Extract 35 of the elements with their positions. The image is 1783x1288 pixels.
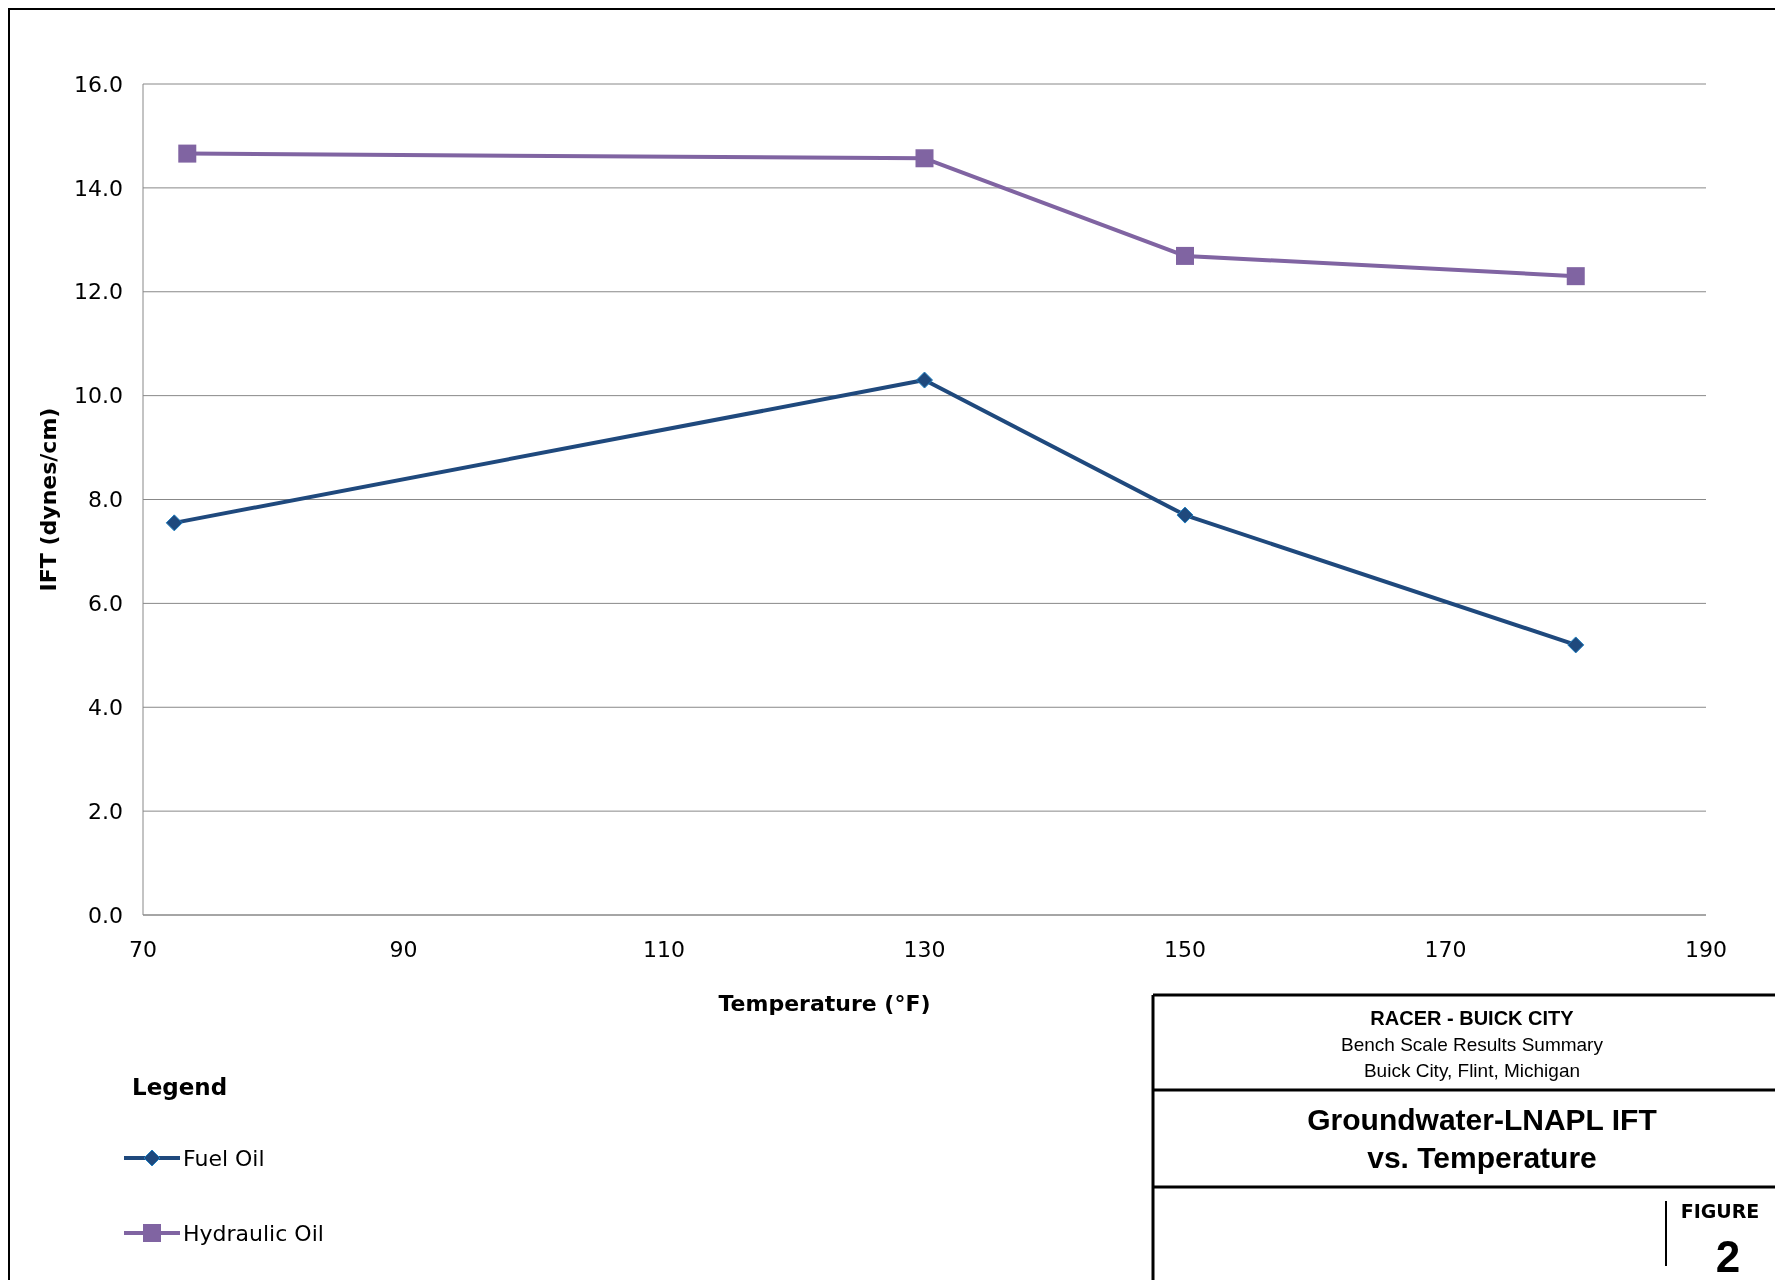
y-tick-label: 14.0 <box>74 175 123 201</box>
y-tick-label: 10.0 <box>74 383 123 409</box>
y-tick-label: 6.0 <box>88 591 123 617</box>
point <box>915 149 934 168</box>
x-tick-label: 130 <box>903 937 946 962</box>
legend-label: Hydraulic Oil <box>183 1220 324 1246</box>
x-axis-title: Temperature (°F) <box>718 991 931 1016</box>
text: Buick City, Flint, Michigan <box>1363 1060 1581 1081</box>
text: FIGURE <box>1680 1200 1760 1222</box>
x-tick-label: 70 <box>129 937 157 962</box>
point <box>1176 506 1194 524</box>
x-tick-label: 90 <box>389 937 418 962</box>
text: 2 <box>1715 1232 1741 1281</box>
text: Bench Scale Results Summary <box>1341 1034 1604 1055</box>
x-tick-label: 110 <box>643 937 685 962</box>
x-tick-label: 190 <box>1685 937 1727 962</box>
legend-title: Legend <box>132 1074 228 1100</box>
y-tick-label: 12.0 <box>74 279 123 305</box>
point <box>165 514 183 532</box>
text: Groundwater-LNAPL IFT vs. Temperature <box>1307 1103 1657 1174</box>
text: RACER - BUICK CITY <box>1370 1007 1575 1029</box>
point <box>916 371 933 389</box>
x-tick-label: 150 <box>1164 937 1206 962</box>
point <box>178 144 197 163</box>
y-tick-label: 8.0 <box>88 487 123 513</box>
point <box>1567 636 1585 654</box>
point <box>1566 267 1585 286</box>
legend-label: Fuel Oil <box>183 1145 265 1171</box>
y-tick-label: 4.0 <box>88 694 123 720</box>
y-tick-label: 0.0 <box>88 902 123 928</box>
y-tick-label: 2.0 <box>88 798 123 824</box>
point <box>1176 246 1194 265</box>
y-axis-title: IFT (dynes/cm) <box>36 407 61 592</box>
y-tick-label: 16.0 <box>74 71 123 97</box>
x-tick-label: 170 <box>1424 937 1467 962</box>
